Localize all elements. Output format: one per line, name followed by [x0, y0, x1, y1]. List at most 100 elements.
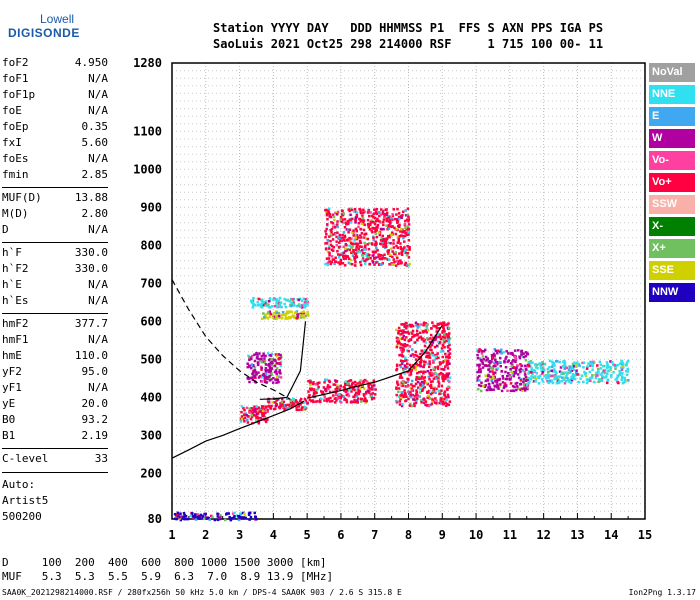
echo-point [330, 227, 334, 231]
echo-point [516, 364, 519, 367]
echo-point [252, 303, 255, 307]
echo-point [567, 378, 571, 382]
echo-point [383, 240, 387, 243]
echo-point [441, 377, 444, 381]
echo-point [335, 389, 338, 393]
echo-point [563, 381, 567, 385]
echo-point [583, 373, 587, 376]
echo-point [442, 326, 445, 329]
echo-point [344, 390, 348, 394]
echo-point [179, 512, 182, 515]
echo-point [594, 376, 598, 380]
echo-point [363, 378, 367, 382]
lowell-digisonde-logo: Lowell DIGISONDE [2, 6, 122, 40]
echo-point [579, 377, 582, 380]
echo-point [489, 375, 492, 379]
echo-point [254, 414, 258, 417]
echo-point [329, 262, 333, 266]
echo-point [420, 337, 424, 340]
echo-point [485, 358, 488, 362]
echo-point [384, 241, 388, 245]
echo-point [316, 381, 320, 385]
param-value: N/A [88, 333, 108, 346]
echo-point [519, 370, 522, 374]
echo-point [446, 393, 450, 397]
echo-point [397, 260, 400, 263]
echo-point [176, 515, 179, 519]
echo-point [422, 381, 426, 385]
echo-point [295, 316, 298, 320]
echo-point [575, 369, 578, 372]
echo-point [407, 218, 411, 221]
echo-point [403, 342, 407, 346]
echo-point [411, 384, 415, 388]
echo-point [356, 245, 359, 249]
echo-point [514, 360, 517, 364]
echo-point [431, 389, 435, 393]
echo-point [194, 516, 197, 520]
echo-point [324, 262, 327, 266]
echo-point [264, 420, 268, 424]
echo-point [359, 383, 362, 386]
echo-point [410, 387, 414, 391]
echo-point [607, 369, 611, 372]
echo-point [341, 394, 344, 398]
echo-point [353, 398, 356, 402]
echo-point [331, 399, 334, 403]
echo-point [373, 393, 377, 396]
echo-point [512, 366, 516, 369]
param-row: h`F 330.0 [2, 246, 108, 262]
echo-point [518, 355, 521, 358]
echo-point [540, 372, 544, 376]
echo-point [565, 375, 568, 378]
echo-point [407, 256, 411, 259]
echo-point [333, 218, 336, 222]
echo-point [437, 340, 440, 344]
echo-point [500, 348, 503, 352]
echo-point [350, 262, 354, 266]
echo-point [349, 213, 352, 217]
echo-point [298, 312, 302, 316]
echo-point [266, 312, 269, 316]
echo-point [447, 372, 451, 375]
echo-point [562, 378, 565, 382]
echo-point [251, 412, 254, 415]
param-row: yF1 N/A [2, 381, 108, 397]
echo-point [386, 234, 390, 238]
echo-point [426, 362, 429, 365]
echo-point [224, 513, 228, 516]
echo-point [407, 397, 410, 401]
echo-point [346, 382, 349, 385]
echo-point [381, 256, 385, 260]
param-row: hmF1 N/A [2, 333, 108, 349]
echo-point [318, 381, 321, 384]
echo-point [367, 214, 371, 218]
echo-point [423, 363, 426, 366]
echo-point [527, 363, 531, 366]
echo-point [387, 220, 391, 223]
echo-point [491, 356, 495, 360]
echo-point [441, 373, 444, 376]
echo-point [422, 365, 425, 369]
echo-point [524, 387, 527, 391]
echo-point [413, 353, 417, 357]
echo-point [264, 304, 268, 307]
echo-point [265, 316, 268, 319]
echo-point [264, 368, 267, 372]
echo-point [490, 366, 494, 370]
echo-point [422, 370, 426, 374]
echo-point [401, 213, 404, 217]
echo-point [429, 352, 432, 356]
echo-point [352, 248, 355, 252]
echo-point [589, 362, 592, 365]
echo-point [400, 391, 403, 394]
echo-point [444, 358, 447, 362]
echo-point [410, 323, 414, 327]
echo-point [407, 378, 410, 381]
echo-point [401, 323, 405, 326]
echo-point [584, 374, 588, 378]
echo-point [529, 360, 533, 363]
echo-point [418, 370, 421, 374]
echo-point [353, 388, 356, 392]
